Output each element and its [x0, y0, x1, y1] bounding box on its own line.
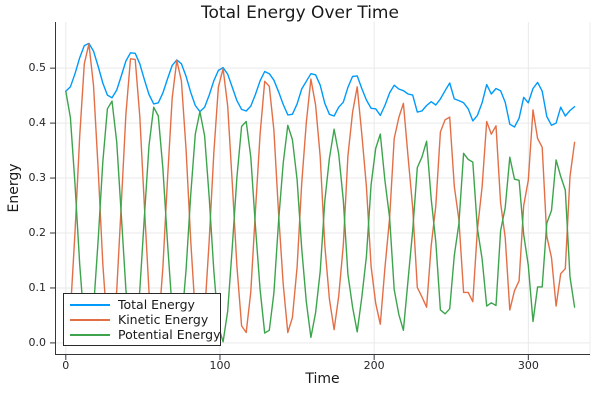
- legend-label-kinetic-energy: Kinetic Energy: [118, 312, 209, 327]
- legend-label-potential-energy: Potential Energy: [118, 327, 221, 342]
- y-tick-label: 0.2: [28, 226, 47, 239]
- legend-item-total-energy: Total Energy: [70, 297, 218, 312]
- y-tick-label: 0.3: [28, 171, 47, 185]
- plot-area: [50, 22, 591, 360]
- legend-line-total-energy: [70, 303, 110, 306]
- legend-line-kinetic-energy: [70, 318, 110, 321]
- chart-title: Total Energy Over Time: [201, 3, 399, 23]
- y-tick-label: 0.0: [28, 335, 47, 349]
- x-tick-label: 200: [363, 359, 385, 372]
- y-tick-label: 0.4: [28, 116, 47, 130]
- x-axis-label: Time: [305, 371, 340, 387]
- legend-item-potential-energy: Potential Energy: [70, 327, 221, 342]
- x-tick-label: 100: [209, 359, 231, 372]
- legend: Total Energy Kinetic Energy Potential En…: [63, 293, 221, 346]
- legend-item-kinetic-energy: Kinetic Energy: [70, 312, 218, 327]
- x-tick-label: 300: [517, 359, 539, 372]
- legend-line-potential-energy: [70, 333, 110, 336]
- series-line-potential-energy: [65, 90, 576, 344]
- y-tick-label: 0.1: [28, 280, 47, 294]
- series-line-total-energy: [65, 42, 576, 128]
- legend-label-total-energy: Total Energy: [118, 297, 195, 312]
- y-tick-label: 0.5: [28, 61, 47, 75]
- x-tick-label: 0: [62, 359, 70, 372]
